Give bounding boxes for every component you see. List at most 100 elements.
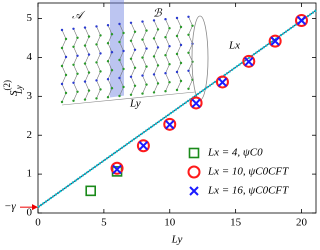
site	[179, 25, 183, 29]
site	[87, 71, 91, 74]
site	[129, 57, 133, 60]
site	[60, 46, 64, 50]
site	[141, 56, 144, 59]
site	[76, 54, 79, 57]
axis-arrow	[61, 91, 196, 106]
site	[76, 90, 79, 94]
site	[164, 18, 167, 21]
y-tick-label: 0	[27, 207, 33, 219]
site	[87, 89, 91, 92]
site	[133, 48, 137, 51]
site	[156, 82, 160, 85]
site	[106, 24, 110, 27]
site	[141, 92, 144, 95]
site	[95, 61, 98, 64]
marker	[136, 139, 150, 153]
cut-plane	[110, 0, 124, 98]
site	[95, 79, 98, 82]
site	[141, 74, 144, 77]
site	[83, 80, 87, 83]
site	[110, 33, 114, 36]
site	[168, 62, 171, 66]
plot-frame	[37, 2, 317, 214]
site	[187, 33, 190, 36]
site	[145, 47, 148, 50]
site	[168, 45, 171, 48]
site	[129, 93, 133, 97]
marker	[85, 185, 97, 197]
site	[175, 88, 179, 92]
site	[95, 97, 98, 100]
y-label-part: (2)	[2, 80, 12, 91]
marker	[188, 147, 200, 159]
site	[99, 88, 102, 91]
site	[133, 30, 137, 33]
y-label-part: Ly	[14, 85, 24, 95]
site	[99, 34, 102, 37]
inset: 𝒜 ℬ Lx Ly	[60, 0, 240, 110]
site	[175, 52, 179, 56]
site	[152, 91, 156, 94]
site	[110, 87, 114, 90]
site	[72, 45, 75, 48]
site	[87, 35, 91, 38]
marker	[270, 36, 280, 46]
site	[106, 96, 110, 99]
y-tick-label: 5	[27, 12, 33, 24]
site	[72, 63, 75, 66]
x-tick-label: 5	[101, 217, 107, 229]
marker	[138, 141, 149, 151]
y-label-part: S	[8, 90, 20, 96]
site	[60, 82, 64, 86]
marker	[112, 164, 122, 175]
site	[187, 15, 190, 18]
site	[106, 60, 110, 63]
site	[72, 99, 75, 103]
site	[145, 29, 148, 32]
site	[152, 55, 156, 58]
marker	[189, 186, 199, 196]
site	[179, 79, 183, 83]
site	[110, 69, 114, 72]
legend-label: Lx = 4, ψC0	[207, 147, 263, 159]
legend-label: Lx = 16, ψC0CFT	[207, 185, 289, 197]
site	[64, 73, 68, 77]
y-tick-label: 4	[27, 51, 33, 63]
site	[64, 91, 68, 95]
y-tick-label: 2	[27, 129, 33, 141]
site	[133, 84, 137, 88]
x-axis-label: Ly	[171, 234, 183, 246]
site	[168, 81, 171, 84]
site	[83, 98, 87, 101]
inset-label: ℬ	[153, 8, 163, 20]
site	[164, 90, 167, 93]
site	[72, 27, 75, 30]
legend-label: Lx = 10, ψC0CFT	[207, 166, 289, 178]
site	[87, 53, 91, 56]
site	[129, 21, 133, 24]
site	[141, 38, 144, 41]
site	[76, 36, 79, 39]
annotation-arrowhead	[32, 204, 38, 211]
marker	[187, 165, 201, 179]
site	[106, 78, 110, 81]
ring	[191, 15, 209, 101]
site	[118, 40, 121, 44]
site	[179, 43, 183, 47]
site	[122, 67, 125, 71]
inset-label: 𝒜	[72, 10, 86, 22]
site	[118, 58, 121, 62]
site	[175, 16, 179, 20]
site	[72, 81, 75, 85]
site	[76, 72, 79, 76]
site	[152, 73, 156, 76]
marker	[191, 98, 201, 109]
site	[60, 64, 64, 68]
site	[83, 44, 87, 47]
site	[129, 39, 133, 42]
site	[122, 85, 125, 89]
site	[164, 36, 167, 39]
site	[60, 100, 64, 104]
site	[95, 25, 98, 28]
